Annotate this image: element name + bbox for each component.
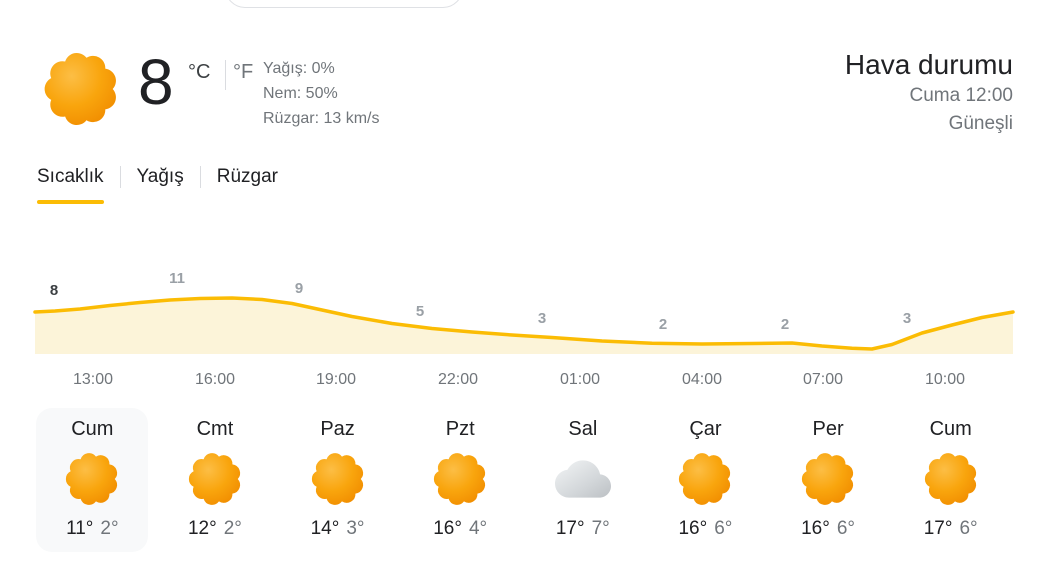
chart-value-label: 3 — [902, 310, 912, 327]
sunny-icon — [188, 453, 241, 505]
sunny-icon — [679, 453, 731, 505]
day-name: Per — [812, 418, 844, 440]
time-axis-label: 16:00 — [194, 371, 236, 388]
low-temp: 2° — [223, 518, 242, 539]
humidity-stat: Nem: 50% — [263, 85, 338, 102]
day-card-car[interactable]: Çar 16° 6° — [649, 408, 761, 552]
day-name: Cum — [71, 418, 114, 440]
high-temp: 14° — [310, 518, 340, 539]
fahrenheit-toggle[interactable]: °F — [233, 61, 254, 83]
datetime-label: Cuma 12:00 — [909, 85, 1013, 106]
temperature-chart[interactable] — [0, 245, 1042, 355]
day-card-pzt[interactable]: Pzt 16° 4° — [404, 408, 516, 552]
unit-divider — [225, 60, 226, 90]
chart-value-label: 8 — [49, 282, 59, 299]
day-name: Cmt — [196, 418, 234, 440]
day-card-per[interactable]: Per 16° 6° — [772, 408, 884, 552]
time-axis-label: 19:00 — [315, 371, 357, 388]
chart-value-label: 3 — [537, 310, 547, 327]
high-temp: 17° — [555, 518, 585, 539]
tab-wind-label: Rüzgar — [216, 166, 278, 187]
chart-value-label: 2 — [658, 316, 668, 333]
tab-wind[interactable]: Rüzgar — [217, 166, 278, 200]
day-name: Çar — [689, 418, 722, 440]
chart-tabs: Sıcaklık Yağış Rüzgar — [37, 166, 278, 204]
sunny-icon — [311, 453, 363, 505]
time-axis-label: 22:00 — [437, 371, 479, 388]
low-temp: 2° — [100, 518, 119, 539]
tab-precipitation[interactable]: Yağış — [137, 166, 184, 200]
day-temps: 16° 6° — [678, 518, 732, 540]
day-name: Cum — [929, 418, 972, 440]
celsius-toggle[interactable]: °C — [188, 61, 211, 83]
low-temp: 7° — [591, 518, 610, 539]
low-temp: 6° — [714, 518, 733, 539]
high-temp: 16° — [433, 518, 462, 539]
high-temp: 11° — [66, 518, 94, 539]
sunny-icon — [434, 453, 486, 505]
sunny-icon — [801, 453, 854, 505]
sunny-icon — [924, 453, 976, 505]
day-temps: 17° 7° — [556, 518, 610, 540]
precipitation-stat: Yağış: 0% — [263, 60, 335, 77]
active-tab-underline — [37, 200, 104, 204]
day-temps: 16° 6° — [801, 518, 855, 540]
tab-divider — [119, 166, 121, 188]
chart-value-label: 11 — [169, 270, 185, 287]
high-temp: 17° — [923, 518, 953, 539]
time-axis-label: 01:00 — [559, 371, 601, 388]
search-input[interactable] — [225, 0, 463, 8]
day-name: Pzt — [445, 418, 475, 440]
wind-stat: Rüzgar: 13 km/s — [263, 110, 380, 127]
high-temp: 16° — [678, 518, 708, 539]
sunny-icon — [66, 453, 118, 505]
page-title: Hava durumu — [844, 49, 1013, 80]
day-card-sal[interactable]: Sal 17° 7° — [527, 408, 639, 552]
high-temp: 12° — [187, 518, 217, 539]
day-temps: 17° 6° — [924, 518, 978, 540]
chart-area-fill — [35, 298, 1013, 354]
time-axis-label: 10:00 — [924, 371, 966, 388]
low-temp: 6° — [836, 518, 856, 539]
tab-temperature[interactable]: Sıcaklık — [37, 166, 104, 204]
tab-temperature-label: Sıcaklık — [37, 166, 104, 187]
daily-forecast-row: Cum 11° 2° Cmt 12° 2° Paz 14° 3° Pzt 16° 4° — [31, 408, 1012, 552]
day-temps: 14° 3° — [311, 518, 365, 540]
day-card-cum-1[interactable]: Cum 11° 2° — [36, 408, 149, 552]
current-details: Yağış: 0% Nem: 50% Rüzgar: 13 km/s — [263, 56, 379, 131]
high-temp: 16° — [801, 518, 830, 539]
low-temp: 4° — [468, 518, 488, 539]
low-temp: 3° — [346, 518, 365, 539]
day-card-cum-2[interactable]: Cum 17° 6° — [895, 408, 1007, 552]
sunny-icon — [44, 52, 116, 126]
condition-label: Güneşli — [948, 113, 1013, 134]
time-axis-label: 07:00 — [802, 371, 844, 388]
day-card-cmt[interactable]: Cmt 12° 2° — [159, 408, 271, 552]
tab-precipitation-label: Yağış — [136, 166, 184, 187]
chart-value-label: 2 — [780, 316, 790, 333]
time-axis-label: 04:00 — [681, 371, 723, 388]
day-name: Paz — [320, 418, 355, 440]
tab-divider — [199, 166, 201, 188]
day-temps: 12° 2° — [188, 518, 242, 540]
temperature-area-chart — [33, 296, 1015, 354]
current-temperature: 8 — [138, 46, 174, 118]
day-temps: 16° 4° — [433, 518, 487, 540]
day-card-paz[interactable]: Paz 14° 3° — [282, 408, 394, 552]
low-temp: 6° — [959, 518, 978, 539]
chart-value-label: 5 — [415, 303, 425, 320]
widget-header: Hava durumu Cuma 12:00 Güneşli — [845, 48, 1013, 138]
day-name: Sal — [568, 418, 598, 440]
time-axis-label: 13:00 — [72, 371, 114, 388]
chart-line — [33, 296, 1015, 351]
cloudy-icon — [554, 460, 611, 498]
chart-value-label: 9 — [294, 280, 304, 297]
day-temps: 11° 2° — [66, 518, 119, 540]
